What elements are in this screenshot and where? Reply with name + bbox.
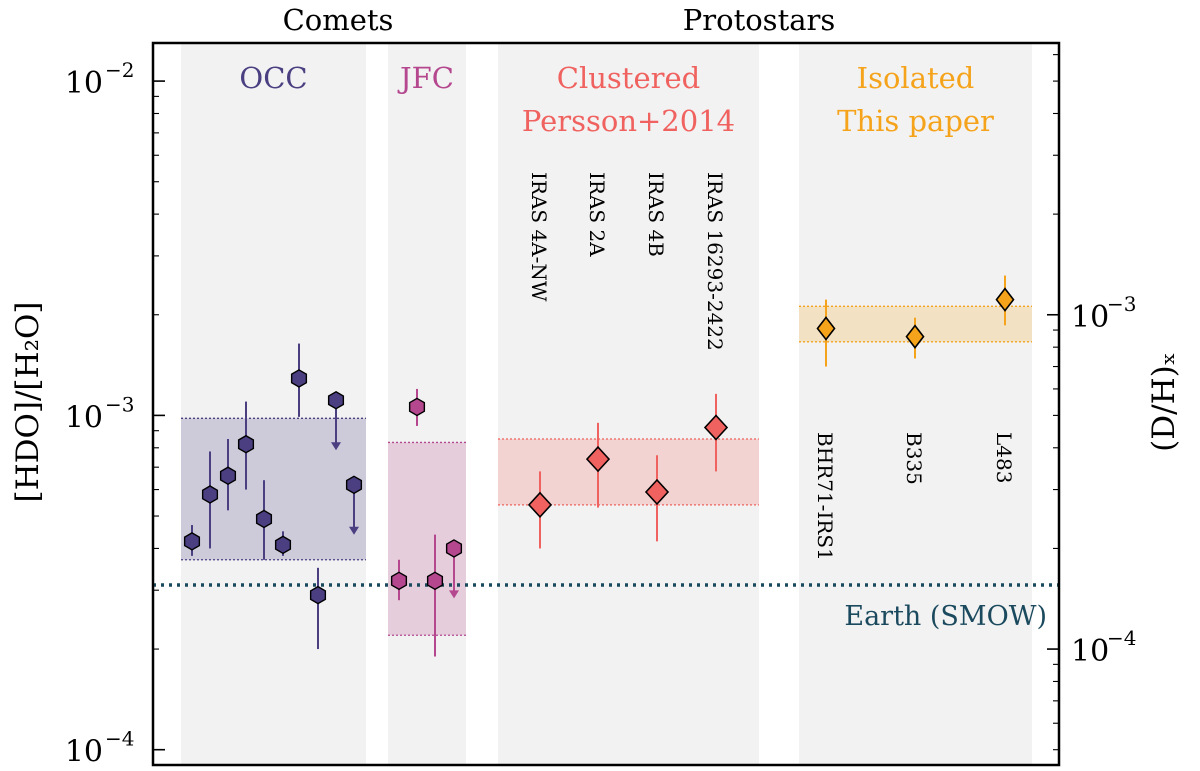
- protostars-heading: Protostars: [683, 3, 836, 37]
- jfc-upper-limit-arrowhead: [449, 590, 459, 599]
- left-tick-exponent-2: −3: [105, 392, 134, 416]
- source-label-iras-16293-2422: IRAS 16293-2422: [703, 172, 727, 351]
- y-axis-right-title: (D/H)ₓ: [1146, 352, 1182, 452]
- clustered-marker: [585, 445, 611, 473]
- background-panels: [181, 43, 1032, 765]
- clustered-point-4: [703, 393, 729, 472]
- comets-heading: Comets: [283, 3, 394, 37]
- left-tick-label-3: 10: [65, 735, 103, 770]
- clustered-label-line-2: Persson+2014: [522, 104, 735, 138]
- clustered-point-1: [527, 471, 553, 549]
- left-tick-exponent-1: −2: [105, 58, 134, 82]
- right-tick-exponent-1: −3: [1107, 292, 1136, 316]
- occ-point-7: [290, 343, 308, 417]
- occ-point-1: [183, 525, 201, 556]
- source-label-iras-4b: IRAS 4B: [644, 172, 668, 257]
- right-tick-label-2: 10: [1071, 634, 1109, 669]
- source-label-l483: L483: [992, 432, 1016, 483]
- isolated-marker: [995, 287, 1015, 312]
- isolated-point-1: [816, 299, 836, 367]
- y-axis-left-title: [HDO]/[H₂O]: [10, 301, 46, 502]
- occ-point-9: [327, 390, 345, 451]
- occ-point-3: [219, 438, 237, 511]
- jfc-point-4: [445, 539, 463, 599]
- clustered-label-line-1: Clustered: [557, 61, 700, 95]
- source-label-b335: B335: [902, 432, 926, 485]
- occ-point-5: [255, 480, 273, 560]
- isolated-point-3: [995, 275, 1015, 326]
- jfc-point-3: [426, 534, 444, 657]
- occ-marker: [345, 475, 363, 495]
- occ-point-10: [345, 475, 363, 535]
- occ-upper-limit-arrowhead: [331, 442, 341, 451]
- isolated-marker: [816, 316, 836, 341]
- occ-marker: [290, 369, 308, 388]
- occ-upper-limit-arrowhead: [349, 526, 359, 535]
- occ-point-4: [237, 401, 255, 490]
- isolated-label-line-2: This paper: [837, 104, 994, 138]
- jfc-marker: [445, 539, 463, 558]
- occ-marker: [274, 535, 292, 555]
- occ-marker: [237, 434, 255, 454]
- source-label-iras-2a: IRAS 2A: [585, 172, 609, 257]
- labels: OCC JFC Clustered Persson+2014 IRAS 4A-NW IRA…: [239, 61, 1047, 632]
- earth-reference-label: Earth (SMOW): [844, 601, 1047, 632]
- data-points: [183, 275, 1015, 657]
- occ-marker: [327, 390, 345, 410]
- occ-point-8: [309, 567, 327, 650]
- right-tick-exponent-2: −4: [1107, 626, 1136, 650]
- axes: 10−210−310 −410−310−4: [65, 41, 1136, 770]
- occ-marker: [183, 532, 201, 551]
- occ-marker: [201, 485, 219, 504]
- jfc-marker: [408, 397, 426, 417]
- left-tick-exponent-3: −4: [105, 727, 134, 751]
- jfc-label-line-1: JFC: [397, 61, 454, 95]
- clustered-marker: [703, 414, 729, 441]
- left-tick-label-1: 10: [65, 66, 103, 101]
- occ-marker: [219, 466, 237, 486]
- isolated-point-2: [905, 317, 925, 359]
- occ-marker: [255, 509, 273, 529]
- jfc-panel: [388, 43, 466, 765]
- plot-frame: [151, 41, 1061, 767]
- clustered-panel: [498, 43, 759, 765]
- jfc-band: [388, 442, 466, 636]
- left-tick-label-2: 10: [65, 400, 103, 435]
- jfc-point-1: [408, 388, 426, 426]
- right-tick-label-1: 10: [1071, 300, 1109, 335]
- clustered-point-3: [644, 455, 670, 542]
- occ-point-6: [274, 531, 292, 556]
- source-label-bhr71-irs1: BHR71-IRS1: [813, 432, 837, 561]
- clustered-point-2: [585, 422, 611, 508]
- clustered-marker: [527, 491, 553, 519]
- jfc-marker: [426, 571, 444, 591]
- jfc-marker: [390, 571, 408, 591]
- occ-point-2: [201, 451, 219, 549]
- isolated-panel: [799, 43, 1032, 765]
- occ-marker: [309, 585, 327, 605]
- source-label-iras-4a-nw: IRAS 4A-NW: [527, 172, 551, 302]
- jfc-point-2: [390, 559, 408, 601]
- clustered-marker: [644, 478, 670, 506]
- isolated-label-line-1: Isolated: [857, 61, 975, 95]
- isolated-marker: [905, 324, 925, 349]
- occ-label-line-1: OCC: [239, 61, 307, 95]
